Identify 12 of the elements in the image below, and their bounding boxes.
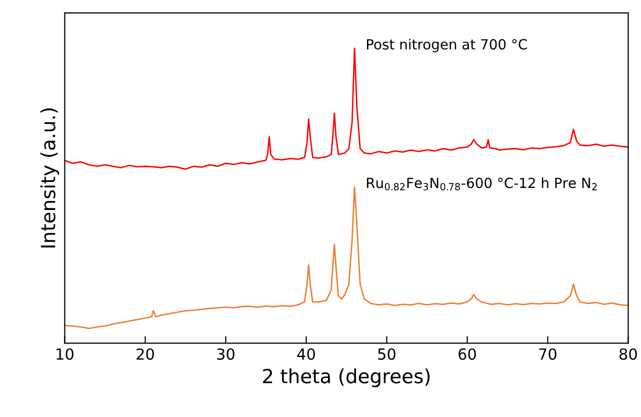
x-tick-label: 70 xyxy=(539,348,556,360)
series-label: Ru$_{0.82}$Fe$_{3}$N$_{0.78}$-600 °C-12 h Pre N$_{2}$ xyxy=(366,177,597,190)
x-tick-label: 20 xyxy=(136,348,154,360)
x-tick-label: 60 xyxy=(458,348,476,360)
x-tick-label: 80 xyxy=(619,348,637,360)
series-label: Post nitrogen at 700 °C xyxy=(366,38,527,52)
x-tick-label: 30 xyxy=(217,348,234,360)
x-tick-label: 40 xyxy=(297,348,315,360)
x-tick-label: 50 xyxy=(378,348,396,360)
x-axis-title: 2 theta (degrees) xyxy=(263,368,430,388)
y-axis-title: Intensity (a.u.) xyxy=(40,108,60,248)
x-tick-label: 10 xyxy=(56,348,74,360)
